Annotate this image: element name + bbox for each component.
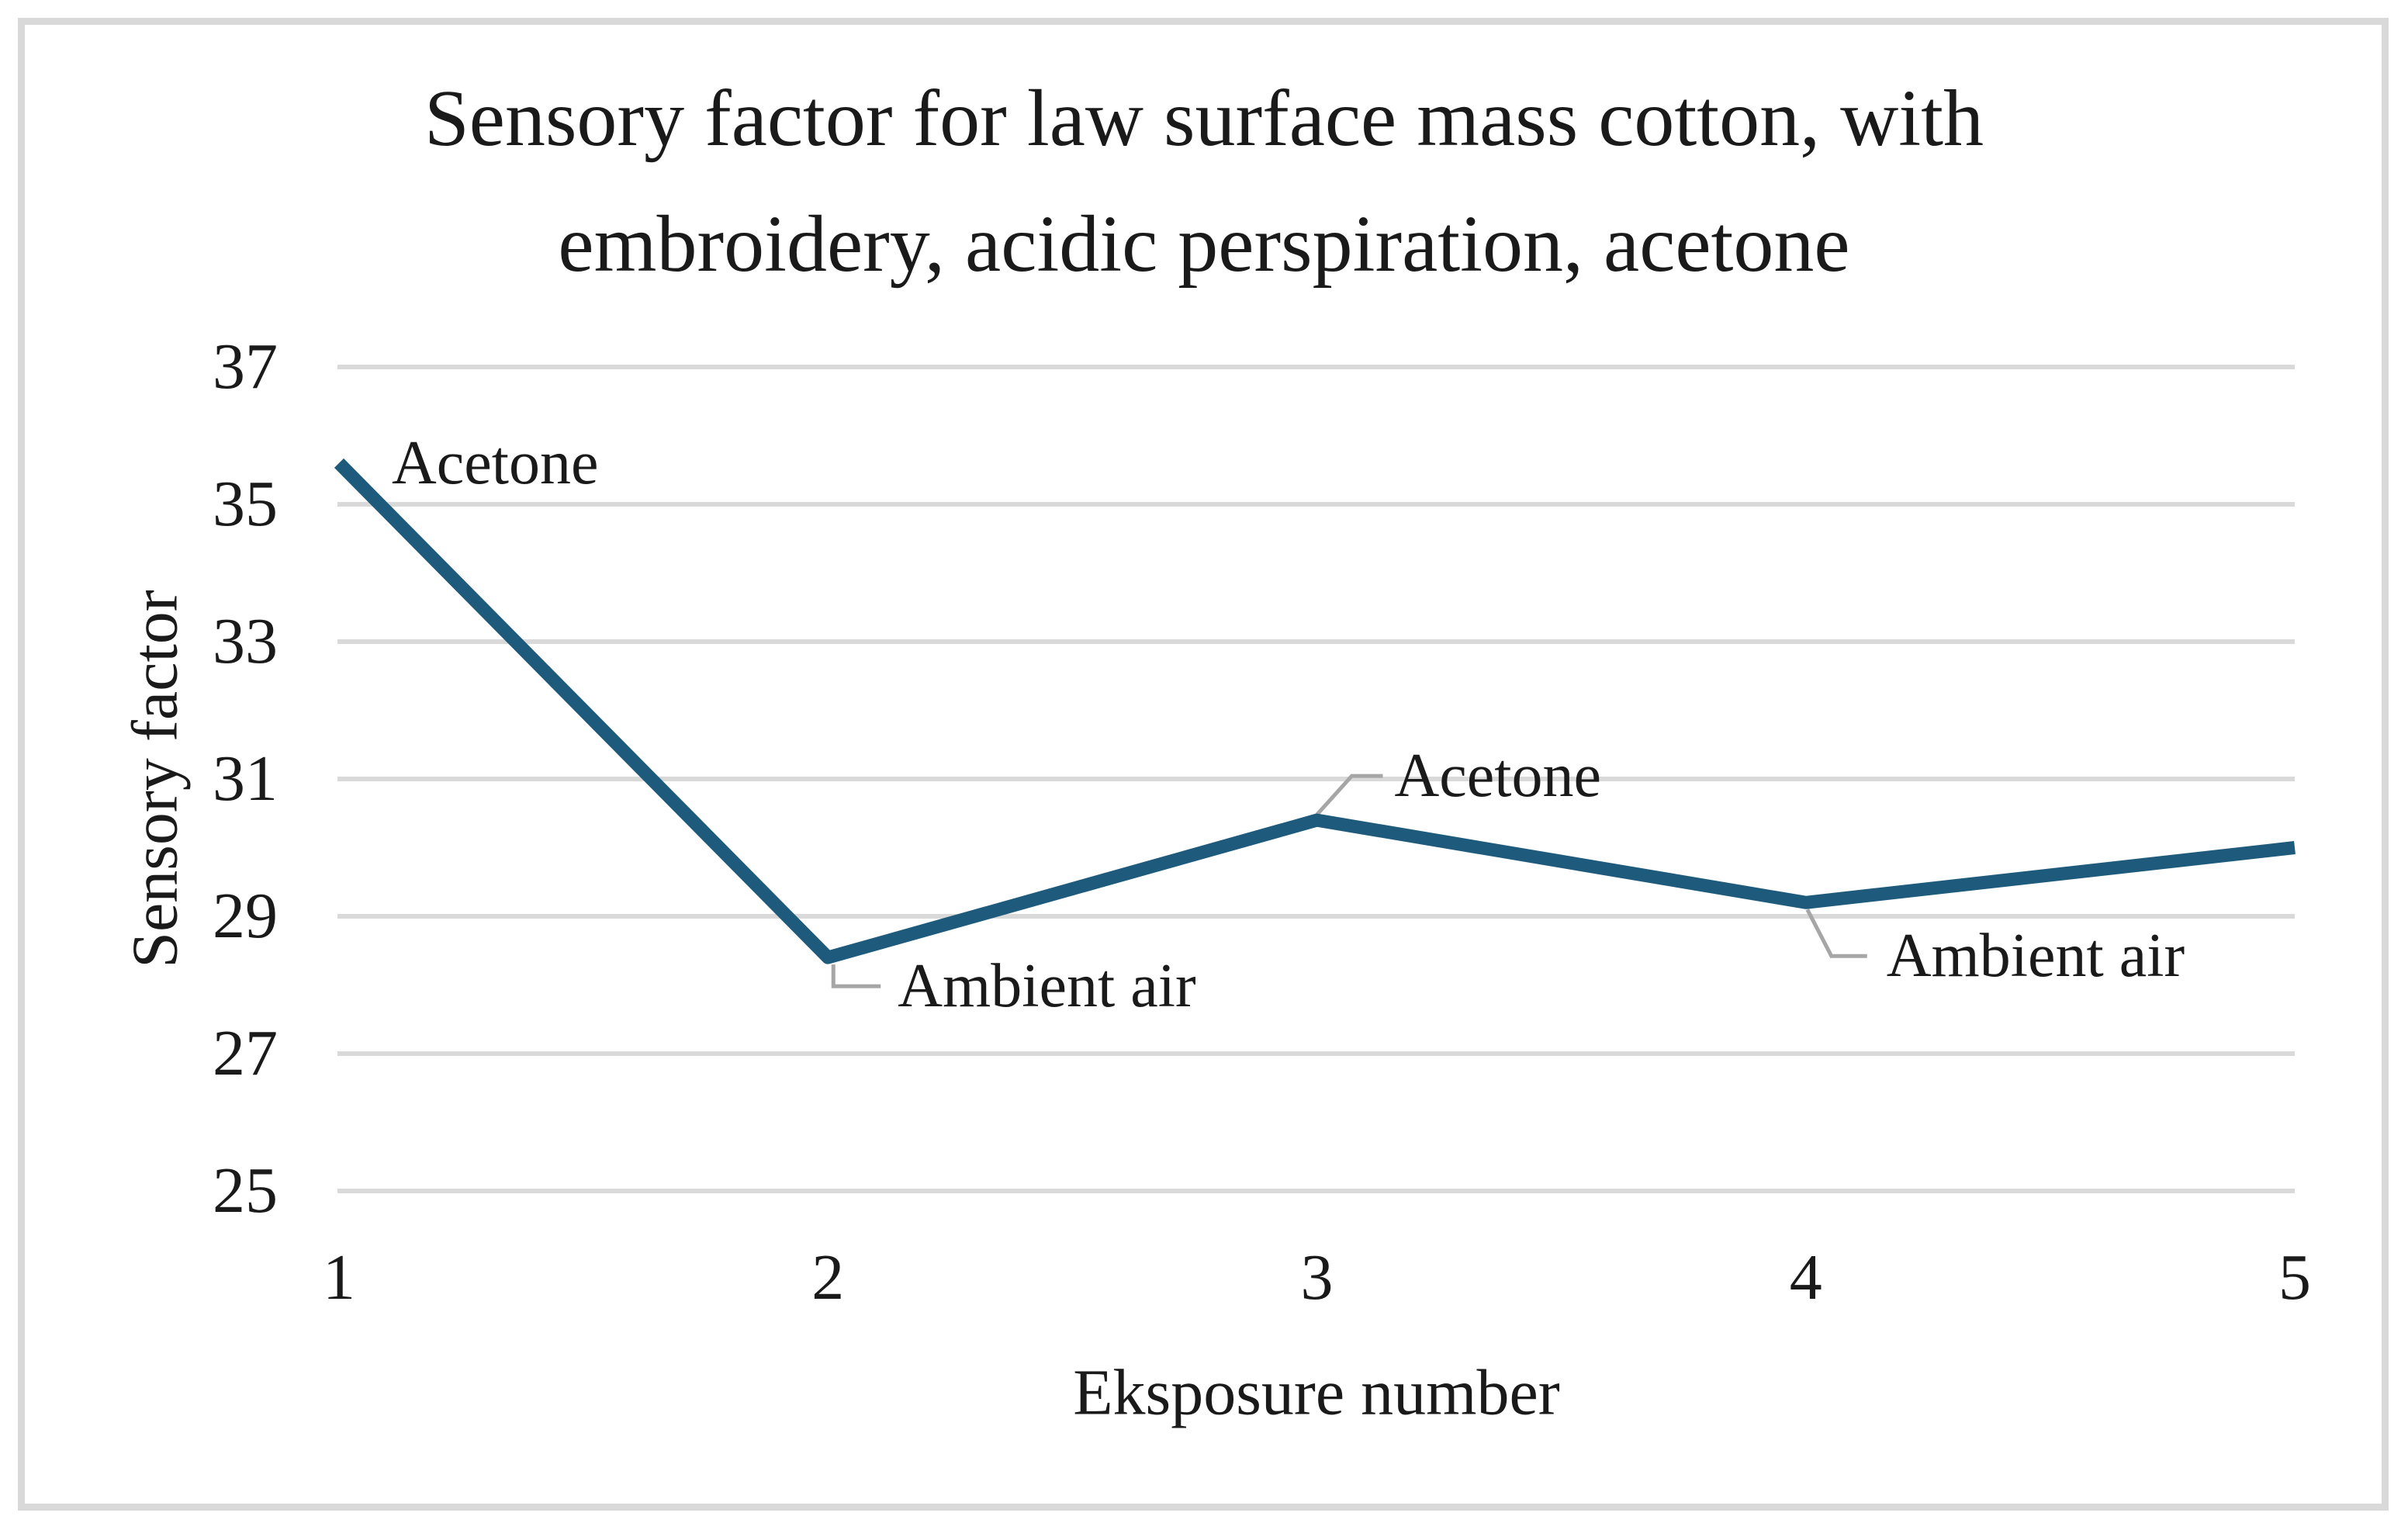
annotation-label: Acetone: [1394, 742, 1602, 811]
x-tick-label: 3: [1300, 1241, 1334, 1314]
annotation-callout-line: [1805, 909, 1867, 958]
annotation-label: Ambient air: [1886, 922, 2185, 991]
x-tick-label: 5: [2278, 1241, 2311, 1314]
y-tick-label: 37: [213, 331, 278, 403]
annotation-label: Ambient air: [898, 952, 1196, 1021]
gridlines-group: [337, 365, 2295, 1193]
y-tick-label: 29: [213, 880, 278, 952]
annotation-callouts-group: [831, 774, 1867, 988]
annotation-callout-line: [831, 964, 881, 988]
chart-title: Sensory factor for law surface mass cott…: [424, 56, 1984, 307]
series-line: [334, 458, 2296, 964]
annotation-callout-line: [1315, 774, 1383, 816]
y-tick-label: 25: [213, 1154, 278, 1227]
x-axis-title: Eksposure number: [1073, 1356, 1560, 1429]
chart-title-line2: embroidery, acidic perspiration, acetone: [558, 199, 1850, 289]
chart-title-line1: Sensory factor for law surface mass cott…: [424, 74, 1984, 163]
chart-border-frame: [18, 18, 2389, 1511]
annotation-label: Acetone: [392, 428, 599, 497]
x-tick-label: 2: [811, 1241, 845, 1314]
x-tick-label: 4: [1789, 1241, 1822, 1314]
y-tick-label: 33: [213, 605, 278, 677]
y-tick-label: 27: [213, 1017, 278, 1089]
y-tick-label: 31: [213, 742, 278, 815]
y-tick-label: 35: [213, 468, 278, 540]
x-tick-label: 1: [323, 1241, 355, 1314]
